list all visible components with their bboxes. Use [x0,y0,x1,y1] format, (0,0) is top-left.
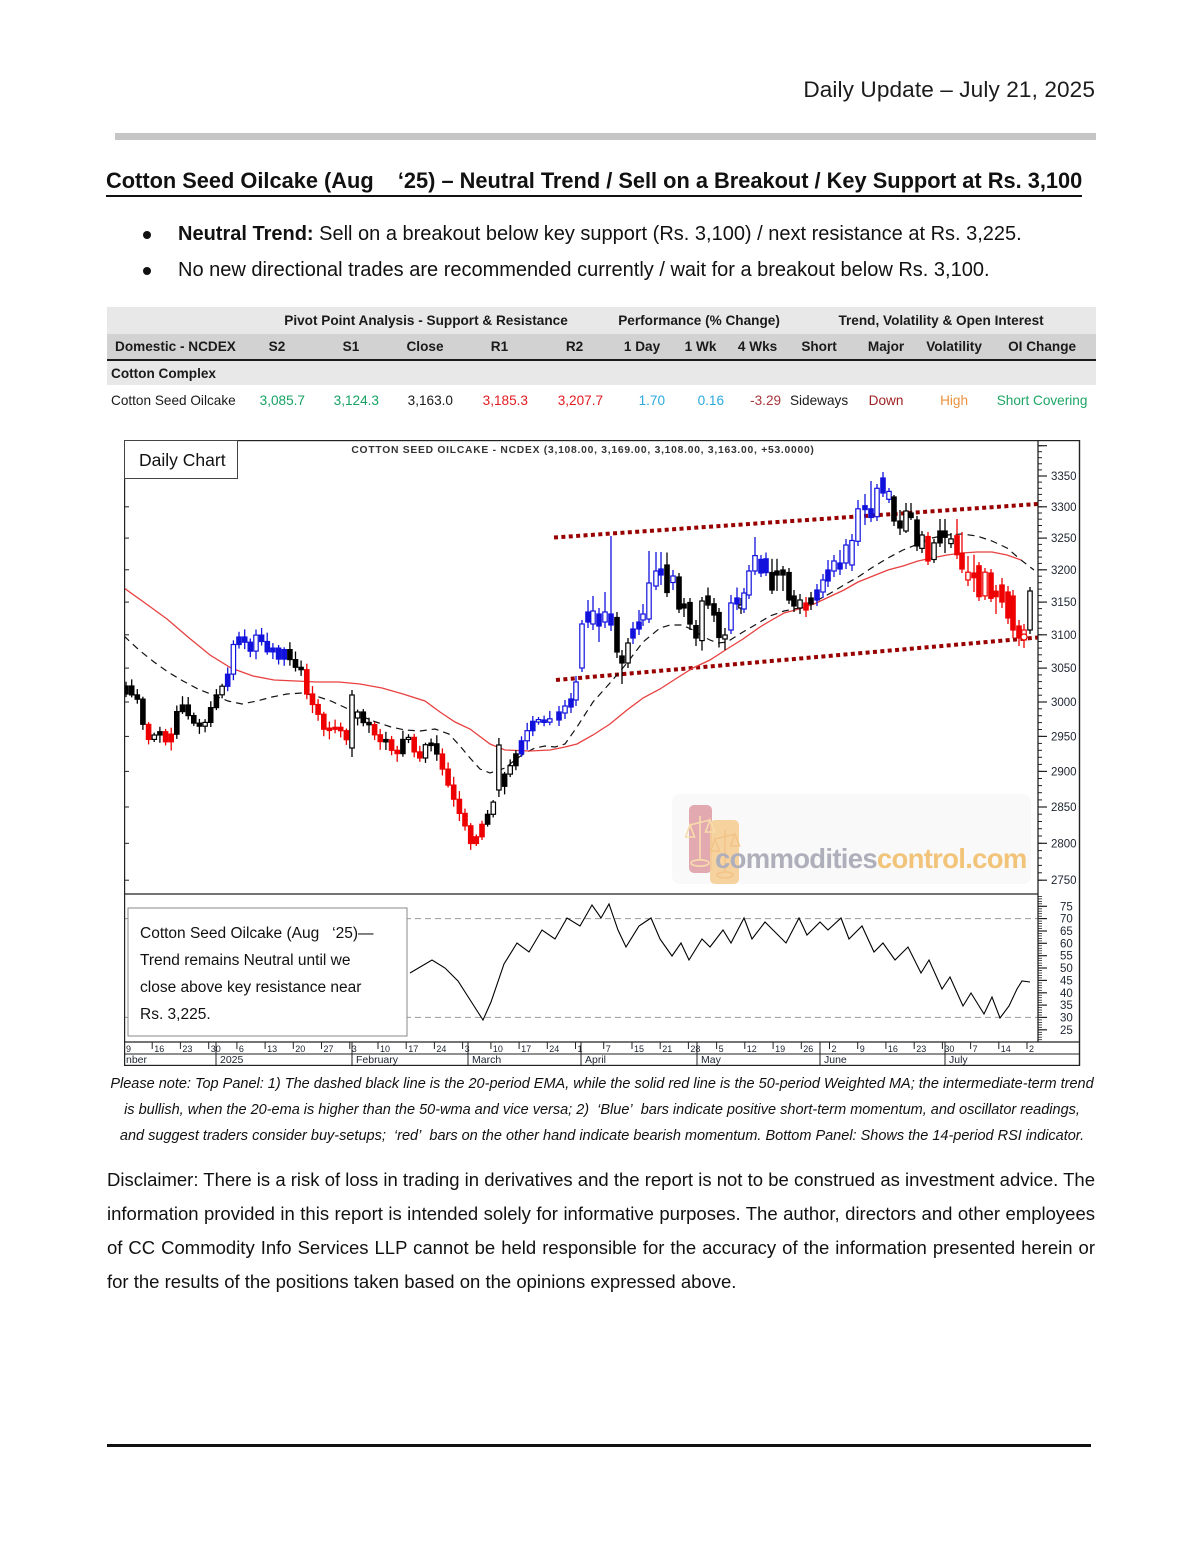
svg-text:45: 45 [1060,975,1073,987]
svg-text:70: 70 [1060,914,1073,926]
svg-text:17: 17 [408,1044,418,1054]
svg-text:15: 15 [634,1044,644,1054]
svg-text:30: 30 [1060,1012,1073,1024]
svg-text:40: 40 [1060,988,1073,1000]
svg-text:20: 20 [295,1044,305,1054]
svg-text:35: 35 [1060,1000,1073,1012]
svg-text:commoditiescontrol.com: commoditiescontrol.com [715,843,1027,874]
svg-text:17: 17 [521,1044,531,1054]
svg-text:Rs. 3,225.: Rs. 3,225. [140,1006,211,1023]
svg-text:2950: 2950 [1051,731,1077,743]
svg-text:COTTON SEED OILCAKE - NCDEX (3: COTTON SEED OILCAKE - NCDEX (3,108.00, 3… [351,445,814,456]
svg-text:9: 9 [860,1044,865,1054]
svg-text:7: 7 [973,1044,978,1054]
svg-text:3300: 3300 [1051,502,1077,514]
svg-text:1: 1 [578,1044,583,1054]
svg-text:55: 55 [1060,951,1073,963]
svg-text:2900: 2900 [1051,766,1077,778]
svg-text:23: 23 [182,1044,192,1054]
svg-text:75: 75 [1060,901,1073,913]
svg-text:June: June [824,1054,847,1066]
svg-text:5: 5 [719,1044,724,1054]
svg-text:May: May [701,1054,722,1066]
svg-text:19: 19 [775,1044,785,1054]
svg-text:30: 30 [944,1044,954,1054]
svg-text:9: 9 [126,1044,131,1054]
svg-text:16: 16 [154,1044,164,1054]
svg-text:60: 60 [1060,938,1073,950]
svg-text:2: 2 [832,1044,837,1054]
svg-text:14: 14 [1001,1044,1011,1054]
svg-text:27: 27 [324,1044,334,1054]
svg-text:3200: 3200 [1051,565,1077,577]
svg-text:16: 16 [888,1044,898,1054]
svg-text:3350: 3350 [1051,471,1077,483]
svg-text:24: 24 [436,1044,446,1054]
svg-text:23: 23 [916,1044,926,1054]
svg-text:2025: 2025 [220,1054,244,1066]
svg-text:3150: 3150 [1051,597,1077,609]
svg-text:Cotton Seed Oilcake (Aug ‘25: Cotton Seed Oilcake (Aug ‘25)— [140,925,374,942]
svg-text:65: 65 [1060,926,1073,938]
svg-text:50: 50 [1060,963,1073,975]
svg-text:28: 28 [690,1044,700,1054]
svg-text:nber: nber [126,1054,148,1066]
svg-text:13: 13 [267,1044,277,1054]
svg-text:July: July [949,1054,968,1066]
svg-text:Trend remains Neutral until we: Trend remains Neutral until we [140,952,350,969]
svg-text:12: 12 [747,1044,757,1054]
svg-text:26: 26 [803,1044,813,1054]
svg-text:close above key resistance nea: close above key resistance near [140,979,361,996]
svg-text:21: 21 [662,1044,672,1054]
svg-text:March: March [472,1054,501,1066]
svg-text:3000: 3000 [1051,697,1077,709]
svg-text:25: 25 [1060,1025,1073,1037]
svg-text:3: 3 [465,1044,470,1054]
svg-text:2800: 2800 [1051,838,1077,850]
svg-text:2850: 2850 [1051,802,1077,814]
svg-text:February: February [356,1054,399,1066]
svg-text:7: 7 [606,1044,611,1054]
svg-text:2: 2 [1029,1044,1034,1054]
svg-text:2750: 2750 [1051,875,1077,887]
svg-text:10: 10 [493,1044,503,1054]
svg-text:10: 10 [380,1044,390,1054]
svg-text:3: 3 [352,1044,357,1054]
svg-text:Daily Chart: Daily Chart [139,450,226,470]
svg-text:6: 6 [239,1044,244,1054]
svg-text:24: 24 [549,1044,559,1054]
svg-text:April: April [585,1054,606,1066]
svg-text:3100: 3100 [1051,630,1077,642]
svg-text:3250: 3250 [1051,533,1077,545]
svg-text:3050: 3050 [1051,663,1077,675]
